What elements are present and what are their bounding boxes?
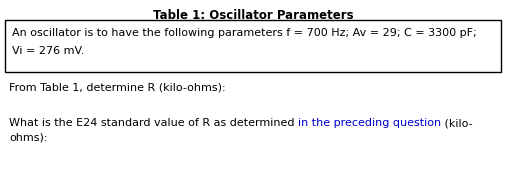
- FancyBboxPatch shape: [5, 20, 500, 72]
- Text: What is the E24 standard value of R as determined: What is the E24 standard value of R as d…: [9, 118, 297, 128]
- Text: An oscillator is to have the following parameters f = 700 Hz; Av = 29; C = 3300 : An oscillator is to have the following p…: [12, 28, 476, 38]
- Text: ohms):: ohms):: [9, 133, 47, 143]
- Text: in the preceding question: in the preceding question: [297, 118, 440, 128]
- Text: Vi = 276 mV.: Vi = 276 mV.: [12, 46, 84, 56]
- Text: Table 1: Oscillator Parameters: Table 1: Oscillator Parameters: [153, 9, 352, 22]
- Text: From Table 1, determine R (kilo-ohms):: From Table 1, determine R (kilo-ohms):: [9, 82, 225, 92]
- Text: (kilo-: (kilo-: [440, 118, 472, 128]
